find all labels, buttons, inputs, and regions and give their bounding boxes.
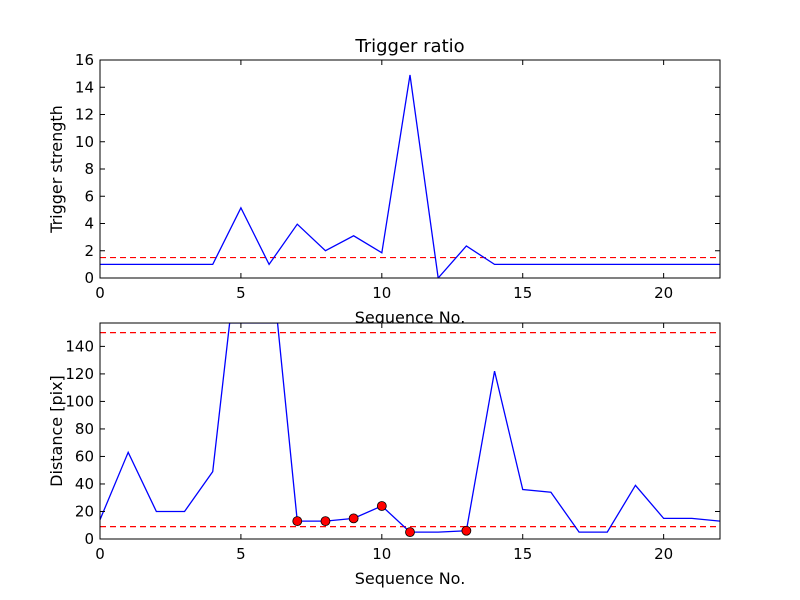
y-tick-label: 4 bbox=[84, 215, 94, 233]
top-chart: 0 5 10 15 20 0 2 4 6 8 10 12 14 16 Sequence No. Trigger… bbox=[47, 36, 721, 327]
data-point-marker bbox=[320, 516, 331, 527]
data-point-marker bbox=[376, 501, 387, 511]
data-point-marker bbox=[348, 513, 359, 524]
y-axis-label: Distance [pix] bbox=[47, 375, 66, 487]
series-line-0 bbox=[100, 74, 720, 278]
axes-frame bbox=[99, 322, 721, 540]
y-tick-label: 0 bbox=[84, 269, 94, 287]
y-tick-label: 60 bbox=[75, 447, 94, 465]
x-tick-label: 20 bbox=[654, 284, 673, 302]
y-tick-label: 140 bbox=[65, 337, 94, 355]
x-tick-label: 20 bbox=[654, 545, 673, 563]
x-tick-label: 10 bbox=[372, 284, 391, 302]
x-tick-label: 5 bbox=[236, 545, 246, 563]
y-tick-label: 2 bbox=[84, 242, 94, 260]
x-tick-label: 0 bbox=[95, 284, 105, 302]
x-tick-label: 15 bbox=[513, 545, 532, 563]
bottom-chart: 0 5 10 15 20 0 20 40 60 80 100 120 140 Sequence No. Di… bbox=[47, 322, 721, 588]
x-axis-label: Sequence No. bbox=[355, 308, 466, 327]
y-tick-label: 100 bbox=[65, 392, 94, 410]
y-tick-label: 0 bbox=[84, 530, 94, 548]
y-tick-label: 12 bbox=[75, 106, 94, 124]
y-tick-label: 120 bbox=[65, 365, 94, 383]
y-tick-label: 14 bbox=[75, 78, 94, 96]
x-tick-label: 15 bbox=[513, 284, 532, 302]
y-tick-label: 6 bbox=[84, 187, 94, 205]
y-tick-label: 10 bbox=[75, 133, 94, 151]
x-axis-label: Sequence No. bbox=[355, 569, 466, 588]
x-tick-label: 10 bbox=[372, 545, 391, 563]
y-tick-label: 20 bbox=[75, 502, 94, 520]
chart-title: Trigger ratio bbox=[354, 36, 464, 57]
y-axis-label: Trigger strength bbox=[47, 105, 66, 234]
plot-area bbox=[100, 60, 720, 278]
x-tick-label: 0 bbox=[95, 545, 105, 563]
y-tick-label: 16 bbox=[75, 51, 94, 69]
y-tick-label: 40 bbox=[75, 475, 94, 493]
plot-area bbox=[100, 323, 720, 539]
data-point-marker bbox=[461, 525, 472, 536]
data-point-marker bbox=[292, 516, 303, 527]
data-point-marker bbox=[405, 527, 415, 538]
y-tick-label: 80 bbox=[75, 420, 94, 438]
x-tick-label: 5 bbox=[236, 284, 246, 302]
y-tick-label: 8 bbox=[84, 160, 94, 178]
